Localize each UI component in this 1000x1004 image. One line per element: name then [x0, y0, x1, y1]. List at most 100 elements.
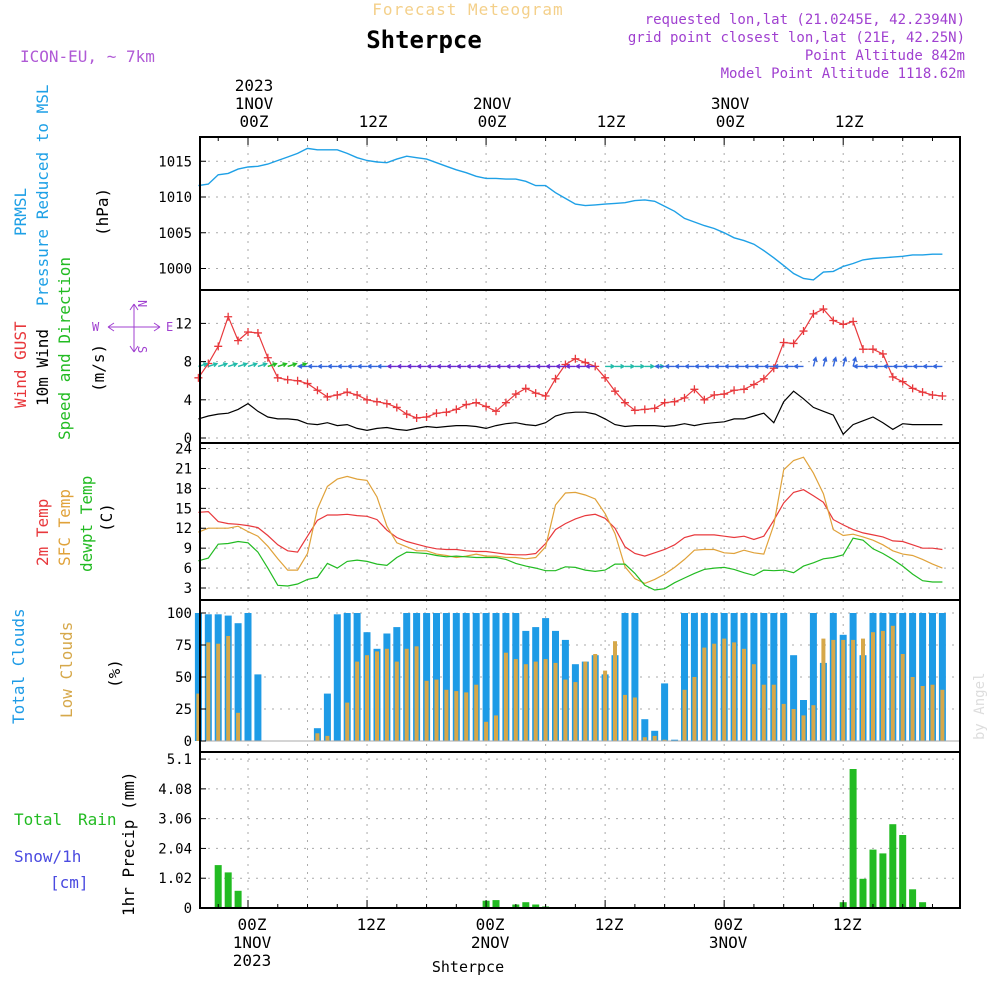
total-clouds-label: Total Clouds [9, 608, 28, 724]
bottom-date-label: 1NOV [233, 933, 272, 952]
wind-gust-line [197, 308, 943, 419]
wind-direction-arrow [297, 363, 308, 369]
precip-bar [522, 902, 530, 908]
wind-gust-marker [224, 312, 233, 321]
wind-gust-marker [918, 388, 927, 397]
total-clouds-bar [234, 623, 242, 741]
wind-gust-marker [363, 395, 372, 404]
wind-unit: (m/s) [89, 344, 108, 392]
total-clouds-bar [790, 655, 798, 741]
precip-ytick-label: 4.08 [158, 782, 192, 798]
wind-gust-marker [839, 320, 848, 329]
total-clouds-bar [929, 613, 936, 741]
total-clouds-bar [760, 613, 768, 741]
wind-direction-arrow [753, 363, 764, 369]
station-title: Shterpce [366, 26, 482, 54]
wind-direction-arrow [465, 363, 477, 369]
wind-gust-marker [650, 404, 659, 413]
wind-direction-arrow [783, 363, 794, 369]
low-clouds-bar [603, 670, 608, 741]
wind-direction-arrow [713, 363, 725, 369]
temperature-labels: 2m Temp SFC Temp dewpt Temp (C) [33, 476, 116, 572]
wind-gust-marker [482, 402, 491, 411]
total-clouds-bar [194, 613, 202, 741]
low-clouds-bar [513, 659, 518, 741]
total-clouds-bar [780, 613, 788, 741]
cloud-labels: Total Clouds Low Clouds (%) [9, 608, 124, 724]
wind-direction-arrow [723, 363, 735, 369]
wind-gust-marker [412, 413, 421, 422]
precip-ytick-label: 3.06 [158, 812, 192, 828]
wind-direction-arrow [475, 363, 487, 369]
low-clouds-bar [563, 679, 568, 741]
wind-direction-arrow [396, 363, 407, 369]
total-clouds-bar [641, 719, 649, 741]
wind-gust-marker [769, 364, 778, 373]
wind-gust-marker [928, 391, 937, 400]
low-clouds-bar [613, 641, 617, 741]
wind-direction-arrow [435, 363, 447, 369]
footer-station: Shterpce [432, 958, 504, 976]
temp-ytick-label: 3 [184, 581, 192, 597]
wind-gust-marker [581, 358, 590, 367]
wind-direction-arrow [793, 363, 804, 369]
wind-gust-marker [819, 305, 828, 314]
wind-gust-marker [601, 373, 610, 382]
wind-direction-arrow [743, 363, 754, 369]
wind-gust-marker [452, 405, 461, 414]
low-clouds-bar [880, 630, 885, 741]
wind-direction-arrow [416, 363, 427, 369]
wind-gust-marker [571, 354, 580, 363]
precip-bar [869, 849, 877, 908]
pressure-ytick-label: 1015 [158, 154, 192, 170]
low-clouds-bar [890, 625, 895, 741]
bottom-hour-label: 12Z [357, 915, 386, 934]
low-clouds-bar [593, 654, 598, 741]
low-clouds-bar [236, 712, 241, 741]
watermark: by Angel [972, 673, 988, 740]
low-clouds-bar [206, 642, 211, 741]
wind-gust-marker [789, 339, 798, 348]
wind-direction-arrow [326, 363, 338, 369]
low-clouds-bar [216, 643, 221, 741]
low-clouds-label: Low Clouds [57, 622, 76, 718]
top-date-label: 3NOV [711, 94, 750, 113]
pres-panel-frame [199, 136, 961, 291]
precip-ytick-label: 0 [184, 901, 192, 917]
wind-gust-marker [551, 374, 560, 383]
wind-direction-arrow [564, 363, 576, 369]
wind-direction-arrow [277, 362, 288, 368]
info-line-1: requested lon,lat (21.0245E, 42.2394N) [645, 12, 965, 28]
precip-bar [234, 890, 242, 908]
wind-direction-arrow [267, 362, 278, 368]
low-clouds-bar [652, 735, 657, 741]
wind-gust-marker [938, 391, 947, 400]
prmsl-desc-label: Pressure Reduced to MSL [33, 84, 52, 306]
total-clouds-bar [938, 613, 946, 741]
info-line-4: Model Point Altitude 1118.62m [721, 66, 965, 82]
total-clouds-bar [770, 613, 778, 741]
wind-direction-arrow [862, 363, 873, 369]
wind-gust-marker [690, 385, 699, 394]
wind-gust-marker [323, 392, 332, 401]
wind-gust-marker [700, 395, 709, 404]
bottom-date-label: 3NOV [709, 933, 748, 952]
low-clouds-bar [851, 639, 856, 741]
precip-bar [214, 865, 222, 908]
total-clouds-bar [323, 693, 331, 741]
low-clouds-bar [484, 721, 489, 741]
low-clouds-bar [940, 689, 945, 741]
precip-rain-label: Rain [78, 810, 117, 829]
wind-direction-arrow [505, 363, 516, 369]
t2m-line [198, 489, 943, 557]
total-clouds-bar [462, 613, 470, 741]
info-line-3: Point Altitude 842m [805, 48, 965, 64]
wind-gust-marker [710, 391, 719, 400]
total-clouds-bar [482, 613, 490, 741]
total-clouds-bar [442, 613, 450, 741]
temp-ytick-label: 6 [184, 561, 192, 577]
wind-gust-marker [501, 398, 510, 407]
wind-gust-marker [353, 391, 362, 400]
low-clouds-bar [662, 739, 667, 741]
wind-ytick-label: 0 [184, 431, 192, 447]
